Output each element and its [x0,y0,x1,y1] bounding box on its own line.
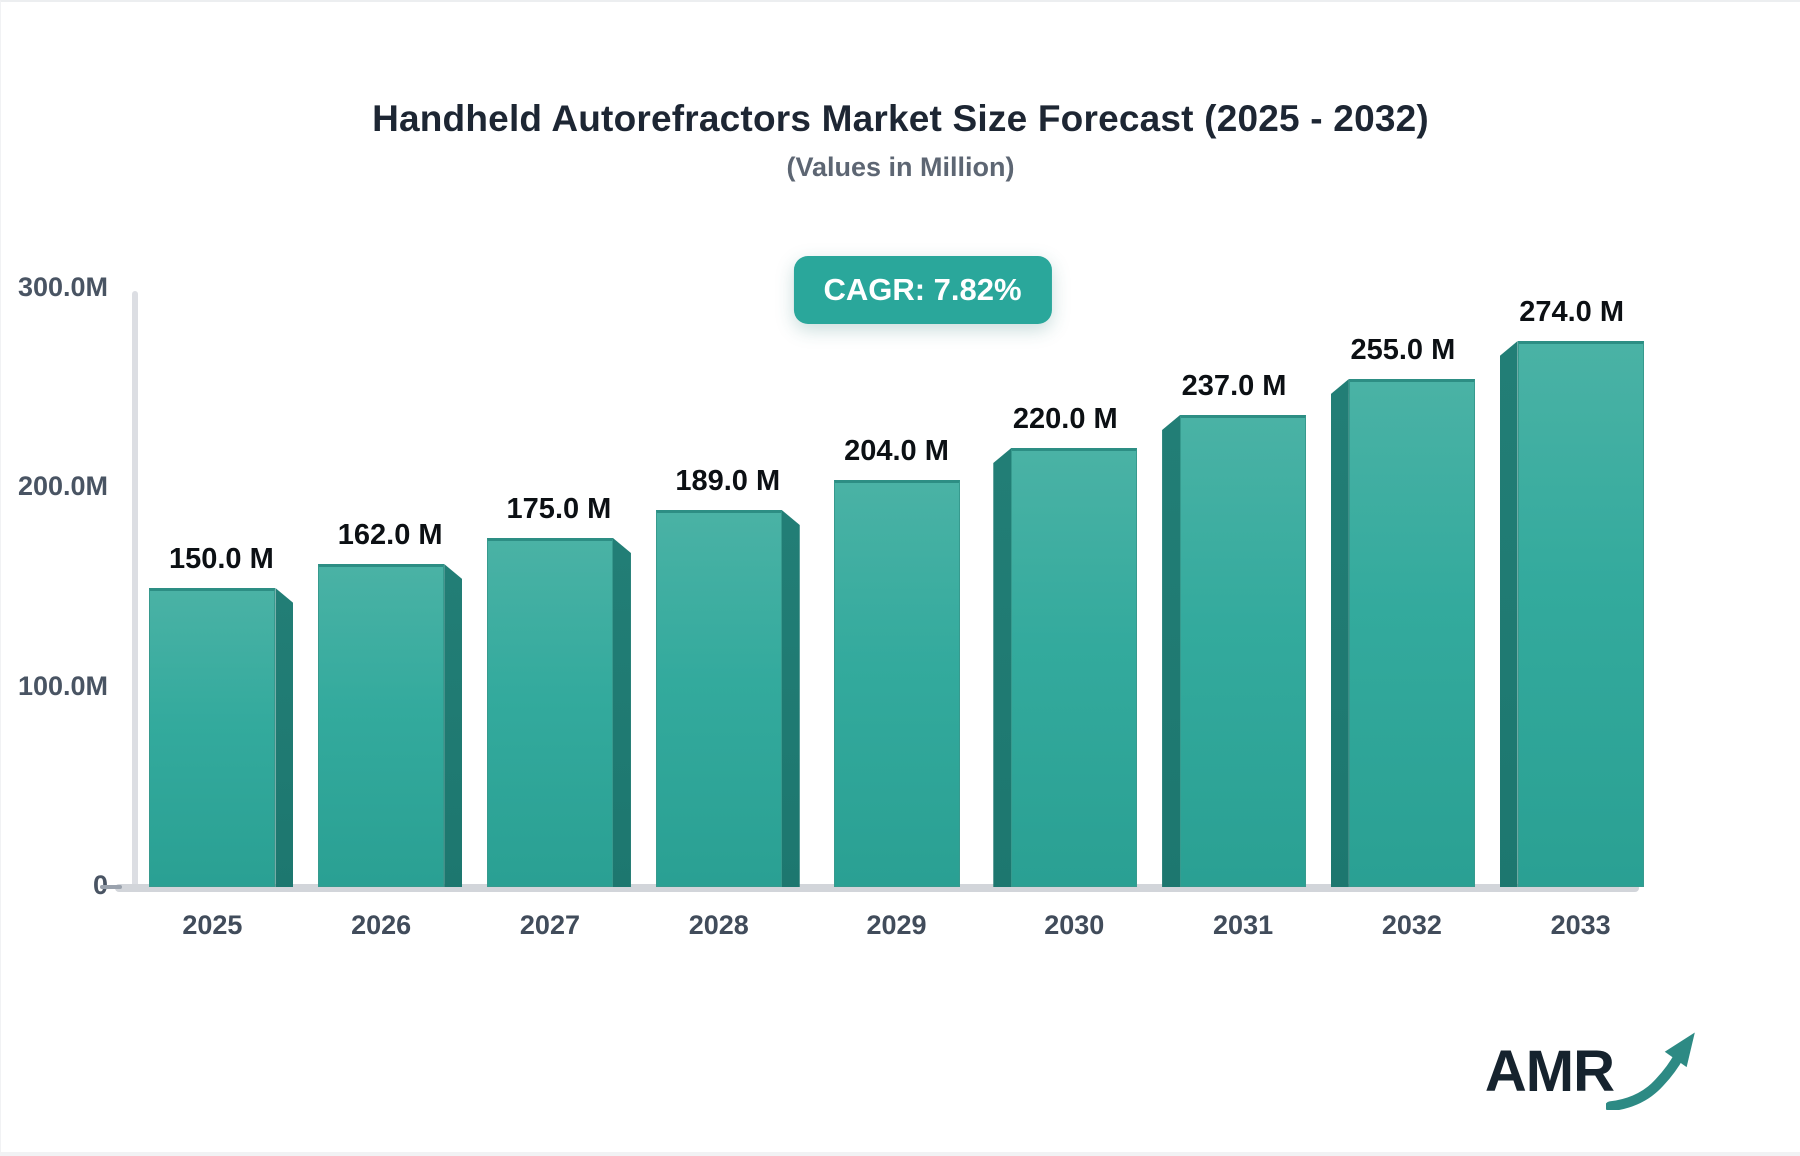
bar-front-face-2029 [833,480,960,887]
bar-value-label-2026: 162.0 M [337,519,443,551]
x-axis-label-2031: 2031 [1213,910,1274,940]
bar-value-label-2031: 237.0 M [1181,370,1287,402]
bar-side-face-2028 [781,510,800,887]
bar-front-face-2032 [1348,379,1475,887]
bar-slot-2025: 150.0 M [137,289,306,887]
bar-side-face-2026 [444,564,463,887]
y-axis-line [132,291,138,889]
bar-2028 [655,510,800,887]
bar-value-label-2027: 175.0 M [506,493,612,525]
x-axis-label-2033: 2033 [1550,910,1611,940]
x-axis-label-2030: 2030 [1044,910,1105,940]
bar-front-face-2028 [655,510,782,887]
bar-side-face-2033 [1499,341,1518,887]
bar-slot-2028: 189.0 M [643,289,812,887]
bar-slot-2030: 220.0 M [981,289,1150,887]
bar-side-face-2031 [1162,415,1181,887]
bar-slot-2031: 237.0 M [1150,289,1319,887]
bar-slot-2032: 255.0 M [1318,289,1487,887]
bar-side-face-2027 [612,538,631,887]
bar-2025 [149,588,294,887]
bar-2027 [486,538,631,887]
y-tick-dash-0 [100,885,122,889]
bar-side-face-2025 [275,588,294,887]
y-tick-label-0: 0 [1,870,108,901]
x-axis-labels: 2025 2026 2027 2028 2029 2030 2031 2032 2033 [137,910,1656,941]
bar-side-face-2032 [1330,379,1349,887]
cagr-badge: CAGR: 7.82% [793,256,1052,324]
y-tick-label-100.0M: 100.0M [17,670,108,701]
chart-title: Handheld Autorefractors Market Size Fore… [372,98,1429,139]
x-axis-label-2028: 2028 [688,910,749,940]
y-tick-label-200.0M: 200.0M [17,471,108,502]
bar-2029 [833,480,960,887]
bar-front-face-2033 [1517,341,1644,887]
bar-front-face-2026 [318,564,445,887]
bar-2032 [1330,379,1475,887]
bar-value-label-2030: 220.0 M [1012,403,1118,435]
bar-value-label-2028: 189.0 M [675,465,781,497]
bar-2033 [1499,341,1644,887]
x-axis-label-2032: 2032 [1381,910,1442,940]
amr-logo: AMR [1484,1032,1698,1110]
y-tick-label-300.0M: 300.0M [17,272,108,302]
bar-2030 [993,448,1138,887]
x-axis-label-2026: 2026 [351,910,412,940]
trend-up-arrow-icon [1606,1032,1695,1110]
bar-value-label-2025: 150.0 M [168,543,274,575]
x-axis-label-2027: 2027 [519,910,580,940]
bar-slot-2026: 162.0 M [306,289,475,887]
bar-slot-2029: 204.0 M [812,289,981,887]
bar-front-face-2025 [149,588,276,887]
bar-front-face-2031 [1180,415,1307,887]
bar-value-label-2029: 204.0 M [844,435,949,467]
bar-slot-2027: 175.0 M [475,289,644,887]
bar-front-face-2027 [486,538,613,887]
bar-slot-2033: 274.0 M [1487,289,1656,887]
bar-2026 [318,564,463,887]
amr-logo-text: AMR [1484,1039,1615,1104]
bar-front-face-2030 [1011,448,1138,887]
x-axis-label-2025: 2025 [182,910,243,940]
x-axis-baseline [115,884,1639,892]
bar-plot-area: 150.0 M 162.0 M 175.0 M 189.0 M 204.0 M 220.0… [137,289,1656,887]
bar-value-label-2032: 255.0 M [1350,334,1456,366]
x-axis-label-2029: 2029 [866,910,927,940]
bar-2031 [1162,415,1307,887]
bar-side-face-2030 [993,448,1012,887]
chart-subtitle: (Values in Million) [786,152,1015,182]
bar-value-label-2033: 274.0 M [1519,296,1625,328]
